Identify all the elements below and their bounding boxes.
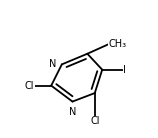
Text: CH₃: CH₃ bbox=[109, 39, 127, 49]
Text: N: N bbox=[69, 107, 76, 117]
Text: Cl: Cl bbox=[90, 116, 100, 126]
Text: N: N bbox=[49, 59, 57, 69]
Text: I: I bbox=[124, 65, 126, 75]
Text: Cl: Cl bbox=[25, 81, 34, 91]
